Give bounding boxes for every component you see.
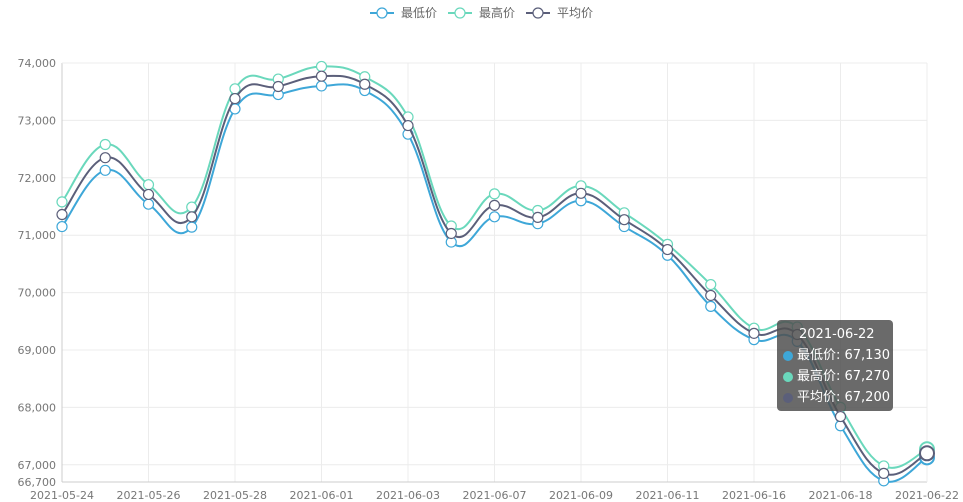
data-point — [705, 278, 717, 291]
tooltip-dot-high — [783, 371, 793, 382]
data-point — [488, 188, 501, 200]
y-tick-label: 69,000 — [18, 344, 57, 357]
legend-label: 平均价 — [557, 6, 593, 20]
tooltip-row-avg: 平均价: 67,200 — [783, 387, 890, 408]
grid — [61, 62, 928, 482]
data-point — [56, 196, 68, 208]
data-point — [359, 78, 371, 90]
data-point — [229, 92, 241, 105]
data-point — [272, 80, 284, 93]
tooltip-dot-avg — [783, 392, 793, 403]
y-tick-label: 68,000 — [18, 401, 57, 414]
series-0 — [56, 80, 935, 487]
x-tick-label: 2021-06-18 — [809, 489, 873, 502]
data-point — [919, 445, 935, 462]
series-layer — [56, 60, 935, 487]
x-tick-label: 2021-05-24 — [30, 489, 94, 502]
data-point — [186, 211, 198, 223]
data-point — [315, 70, 328, 82]
tooltip-row-low: 最低价: 67,130 — [783, 345, 890, 366]
x-tick-label: 2021-06-01 — [290, 489, 354, 502]
y-tick-label: 70,000 — [18, 287, 57, 300]
data-point — [618, 214, 630, 226]
data-point — [575, 187, 587, 199]
legend: 最低价 最高价 平均价 — [370, 5, 593, 20]
y-tick-label: 74,000 — [18, 57, 57, 70]
data-point — [315, 80, 328, 92]
data-point — [661, 243, 674, 256]
x-tick-label: 2021-05-28 — [203, 489, 267, 502]
series-2 — [56, 70, 935, 479]
y-tick-label: 67,000 — [18, 459, 57, 472]
x-tick-label: 2021-06-22 — [895, 489, 959, 502]
legend-item-0: 最低价 — [370, 6, 437, 20]
tooltip-dot-low — [783, 350, 793, 361]
legend-item-1: 最高价 — [448, 5, 515, 20]
x-tick-label: 2021-05-26 — [117, 489, 181, 502]
x-tick-label: 2021-06-07 — [463, 489, 527, 502]
y-tick-label: 73,000 — [18, 114, 57, 127]
data-point — [705, 289, 717, 302]
data-point — [315, 60, 328, 73]
x-tick-label: 2021-06-16 — [722, 489, 786, 502]
data-point — [402, 119, 414, 132]
data-point — [56, 208, 68, 221]
legend-marker-icon — [532, 7, 544, 19]
legend-label: 最高价 — [479, 5, 515, 20]
data-point — [186, 221, 198, 233]
tooltip-high-value: 最高价: 67,270 — [797, 369, 890, 384]
x-tick-label: 2021-06-03 — [376, 489, 440, 502]
tooltip-row-high: 最高价: 67,270 — [783, 366, 890, 387]
legend-marker-icon — [376, 7, 388, 19]
data-point — [56, 220, 68, 233]
y-tick-label: 72,000 — [18, 172, 57, 185]
legend-label: 最低价 — [401, 6, 437, 20]
data-point — [142, 198, 155, 210]
x-tick-label: 2021-06-09 — [549, 489, 613, 502]
data-point — [488, 211, 501, 223]
legend-item-2: 平均价 — [526, 6, 593, 20]
data-point — [834, 410, 847, 423]
y-tick-label: 66,700 — [18, 476, 57, 489]
y-tick-label: 71,000 — [18, 229, 57, 242]
data-point — [878, 467, 890, 479]
data-point — [99, 138, 111, 151]
data-point — [142, 179, 155, 191]
data-point — [488, 199, 501, 211]
tooltip: 2021-06-22 最低价: 67,130 最高价: 67,270 平均价: … — [777, 320, 893, 411]
data-point — [748, 327, 760, 339]
x-tick-label: 2021-06-11 — [636, 489, 700, 502]
tooltip-avg-value: 平均价: 67,200 — [797, 390, 890, 405]
data-point — [99, 152, 111, 164]
data-point — [142, 188, 155, 201]
tooltip-title: 2021-06-22 — [799, 327, 875, 342]
data-point — [99, 164, 111, 176]
legend-marker-icon — [454, 7, 466, 19]
data-point — [445, 227, 457, 240]
tooltip-low-value: 最低价: 67,130 — [797, 348, 890, 363]
data-point — [705, 300, 717, 312]
axes: 74,000 73,000 72,000 71,000 70,000 69,000 68,0… — [18, 57, 959, 502]
data-point — [532, 211, 544, 223]
